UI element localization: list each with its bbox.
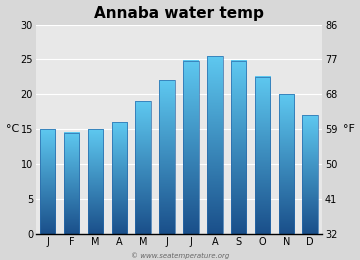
Bar (207, 56, 222, 234)
Text: © www.seatemperature.org: © www.seatemperature.org (131, 252, 229, 259)
Bar (231, 61, 246, 234)
Bar (88, 129, 103, 234)
Title: Annaba water temp: Annaba water temp (94, 5, 264, 21)
Bar (255, 77, 270, 234)
Bar (302, 115, 318, 234)
Bar (183, 61, 199, 234)
Bar (135, 101, 151, 234)
Bar (40, 129, 55, 234)
Y-axis label: °F: °F (343, 124, 355, 134)
Bar (64, 133, 79, 234)
Bar (279, 94, 294, 234)
Bar (159, 80, 175, 234)
Bar (112, 122, 127, 234)
Y-axis label: °C: °C (5, 124, 19, 134)
